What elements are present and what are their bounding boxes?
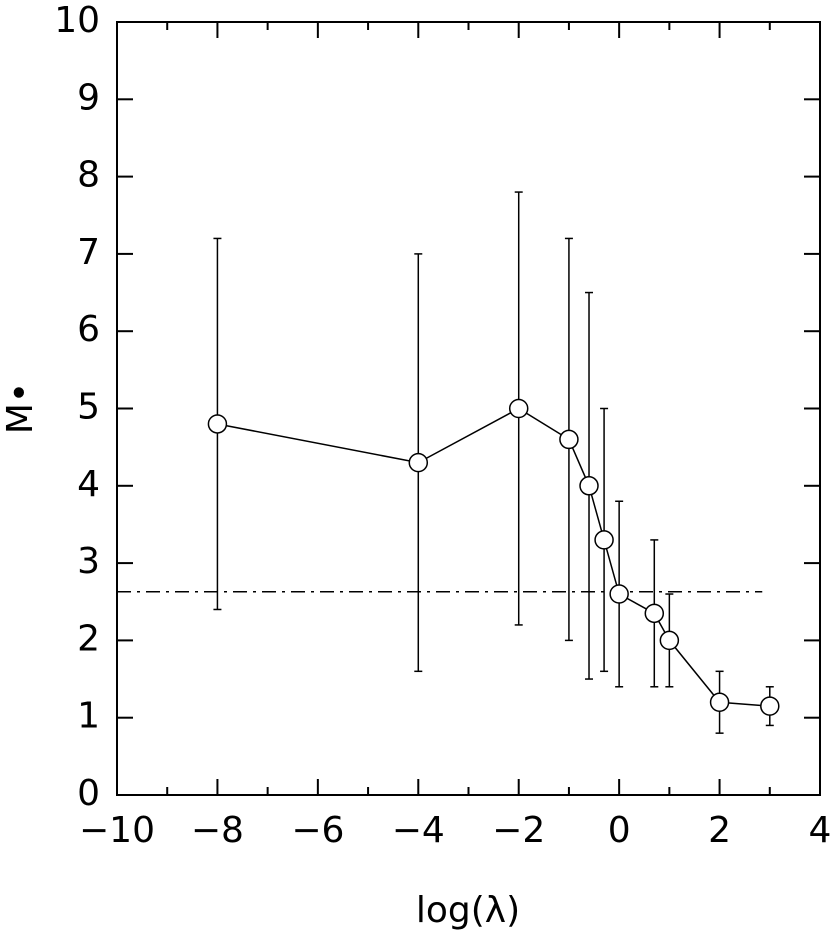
data-point bbox=[207, 414, 228, 434]
y-tick-label: 8 bbox=[77, 155, 100, 196]
y-tick-label: 9 bbox=[77, 77, 100, 118]
x-tick-label: 2 bbox=[708, 810, 731, 851]
data-point bbox=[408, 452, 429, 473]
data-point bbox=[609, 584, 629, 604]
y-axis-label: M• bbox=[0, 382, 41, 434]
x-tick-label: 0 bbox=[608, 810, 631, 851]
data-point bbox=[594, 530, 614, 550]
data-point bbox=[644, 603, 665, 624]
y-tick-label: 4 bbox=[77, 464, 100, 505]
y-tick-label: 5 bbox=[77, 387, 100, 428]
x-tick-label: −10 bbox=[79, 810, 155, 851]
data-point bbox=[709, 692, 730, 712]
plot-frame bbox=[116, 21, 821, 796]
data-point bbox=[659, 630, 680, 651]
y-tick-label: 0 bbox=[77, 773, 100, 814]
y-tick-label: 7 bbox=[77, 232, 100, 273]
x-tick-label: −4 bbox=[392, 810, 445, 851]
y-tick-label: 10 bbox=[54, 0, 100, 41]
data-point bbox=[579, 476, 599, 496]
x-tick-label: −8 bbox=[191, 810, 244, 851]
data-point bbox=[559, 429, 579, 450]
y-tick-label: 1 bbox=[77, 696, 100, 737]
data-line bbox=[217, 407, 770, 707]
x-tick-label: −6 bbox=[291, 810, 344, 851]
y-tick-label: 3 bbox=[77, 541, 100, 582]
data-point bbox=[508, 398, 529, 419]
y-tick-label: 6 bbox=[77, 309, 100, 350]
x-tick-label: 4 bbox=[809, 810, 831, 851]
y-tick-label: 2 bbox=[77, 618, 100, 659]
x-axis-label: log(λ) bbox=[416, 890, 520, 931]
x-tick-label: −2 bbox=[492, 810, 545, 851]
data-point bbox=[760, 696, 780, 716]
